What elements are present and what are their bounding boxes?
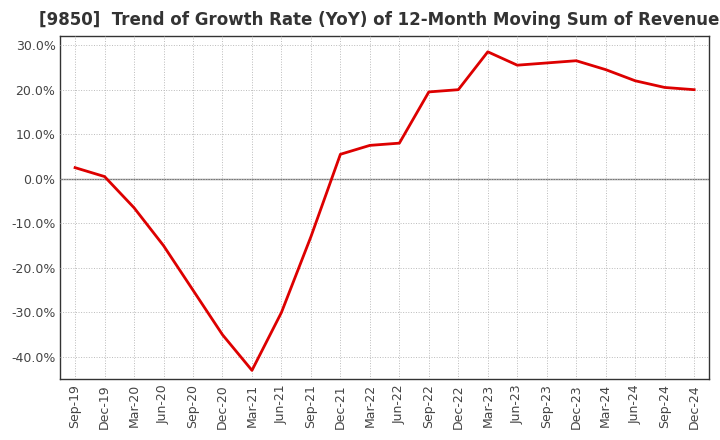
Title: [9850]  Trend of Growth Rate (YoY) of 12-Month Moving Sum of Revenues: [9850] Trend of Growth Rate (YoY) of 12-… [40,11,720,29]
